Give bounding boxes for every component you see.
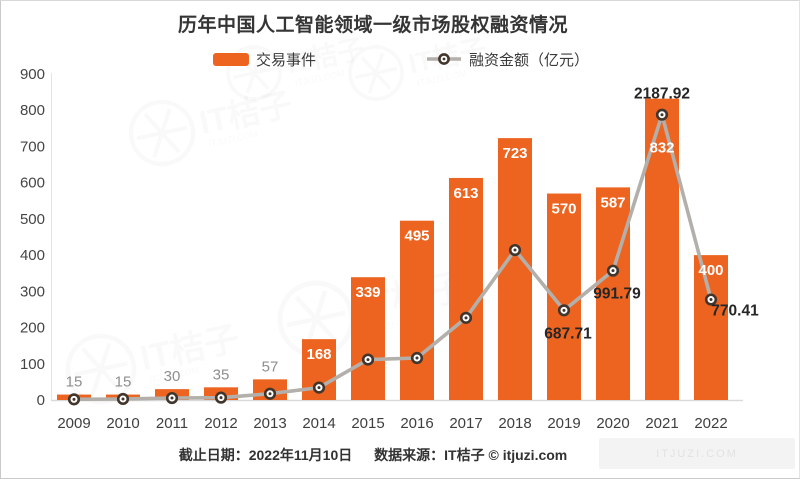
legend-item-bar: 交易事件 — [212, 49, 316, 70]
bar-2013 — [253, 379, 287, 400]
y-tick-500: 500 — [20, 211, 45, 228]
bar-2014 — [302, 339, 336, 400]
svg-text:ITJUZI.COM: ITJUZI.COM — [366, 315, 417, 335]
line-label-2022: 770.41 — [711, 303, 759, 320]
x-label-2022: 2022 — [694, 415, 727, 432]
y-tick-400: 400 — [20, 247, 45, 264]
svg-text:IT桔子: IT桔子 — [354, 265, 470, 329]
svg-text:IT桔子: IT桔子 — [196, 86, 295, 141]
line-marker-2020 — [606, 264, 620, 277]
bar-label-2011: 30 — [164, 368, 181, 385]
watermark-box: ITJUZI.COM — [599, 438, 795, 469]
bar-label-2010: 15 — [115, 374, 132, 391]
svg-text:IT桔子: IT桔子 — [137, 320, 243, 378]
x-label-2015: 2015 — [351, 415, 384, 432]
bar-label-2019: 570 — [551, 201, 576, 218]
footer: 截止日期：2022年11月10日 数据来源：IT桔子 © itjuzi.com — [1, 445, 745, 465]
y-tick-700: 700 — [20, 138, 45, 155]
x-label-2013: 2013 — [253, 415, 286, 432]
y-tick-300: 300 — [20, 283, 45, 300]
bar-2020 — [596, 187, 630, 400]
footer-date: 截止日期：2022年11月10日 — [178, 447, 353, 463]
line-marker-2017 — [459, 311, 473, 324]
line-marker-2011 — [165, 391, 179, 405]
bar-label-2018: 723 — [502, 145, 527, 162]
line-marker-2019 — [557, 304, 571, 317]
bar-2022 — [694, 255, 728, 400]
legend-line-label: 融资金额（亿元） — [469, 51, 590, 69]
line-marker-2015 — [361, 353, 375, 366]
y-tick-800: 800 — [20, 102, 45, 119]
svg-text:ITJUZI.COM: ITJUZI.COM — [207, 129, 258, 149]
line-marker-icon — [427, 53, 461, 65]
line-marker-2012 — [214, 391, 228, 404]
line-marker-2022 — [704, 293, 718, 306]
x-label-2017: 2017 — [449, 415, 482, 432]
x-label-2021: 2021 — [645, 415, 678, 432]
x-label-2011: 2011 — [156, 415, 188, 432]
bar-label-2017: 613 — [453, 185, 478, 202]
bar-label-2022: 400 — [698, 262, 723, 279]
bar-label-2013: 57 — [262, 358, 279, 375]
y-tick-100: 100 — [20, 356, 45, 373]
x-label-2018: 2018 — [498, 415, 531, 432]
x-label-2020: 2020 — [596, 415, 629, 432]
line-marker-2014 — [312, 381, 326, 394]
legend-bar-label: 交易事件 — [255, 51, 316, 69]
line-marker-2009 — [67, 393, 81, 406]
y-tick-600: 600 — [20, 175, 45, 192]
bar-2019 — [547, 193, 581, 400]
x-label-2012: 2012 — [204, 415, 237, 432]
line-marker-2010 — [116, 392, 130, 406]
line-marker-2018 — [508, 243, 522, 257]
bar-2015 — [351, 277, 385, 400]
bar-2012 — [204, 387, 238, 400]
footer-source: 数据来源：IT桔子 © itjuzi.com — [374, 447, 568, 463]
line-label-2020: 991.79 — [593, 286, 641, 303]
x-label-2016: 2016 — [400, 415, 433, 432]
line-marker-2013 — [263, 387, 277, 400]
line-marker-2021 — [655, 108, 669, 121]
bar-label-2021: 832 — [649, 140, 674, 157]
x-label-2014: 2014 — [302, 415, 335, 432]
svg-text:ITJUZI.COM: ITJUZI.COM — [416, 68, 467, 88]
bar-2016 — [400, 220, 434, 400]
x-label-2010: 2010 — [106, 415, 139, 432]
line-marker-2016 — [410, 351, 424, 365]
line-label-2019: 687.71 — [544, 325, 592, 342]
legend-item-line: 融资金额（亿元） — [426, 49, 589, 70]
bar-2011 — [155, 389, 189, 400]
y-tick-0: 0 — [37, 392, 45, 409]
funding-line — [72, 112, 713, 402]
watermark-box-text: ITJUZI.COM — [656, 447, 738, 460]
svg-text:ITJUZI.COM: ITJUZI.COM — [148, 365, 199, 385]
line-label-2021: 2187.92 — [634, 86, 690, 103]
chart-title: 历年中国人工智能领域一级市场股权融资情况 — [177, 15, 568, 36]
bar-label-2014: 168 — [306, 346, 331, 363]
bar-swatch-icon — [212, 52, 249, 66]
bar-label-2016: 495 — [404, 228, 429, 245]
bar-label-2012: 35 — [213, 366, 230, 383]
bar-2021 — [645, 98, 679, 401]
x-label-2009: 2009 — [57, 415, 90, 432]
y-tick-200: 200 — [20, 320, 45, 337]
bar-label-2020: 587 — [600, 194, 625, 211]
bar-2009 — [57, 394, 91, 400]
bar-label-2015: 339 — [355, 284, 380, 301]
svg-text:ITJUZI.COM: ITJUZI.COM — [294, 68, 345, 88]
bar-2018 — [498, 138, 532, 400]
bar-label-2009: 15 — [66, 374, 83, 391]
bar-2010 — [106, 394, 140, 400]
bar-2017 — [449, 177, 483, 400]
legend: 交易事件 融资金额（亿元） — [1, 49, 799, 70]
x-label-2019: 2019 — [547, 415, 580, 432]
